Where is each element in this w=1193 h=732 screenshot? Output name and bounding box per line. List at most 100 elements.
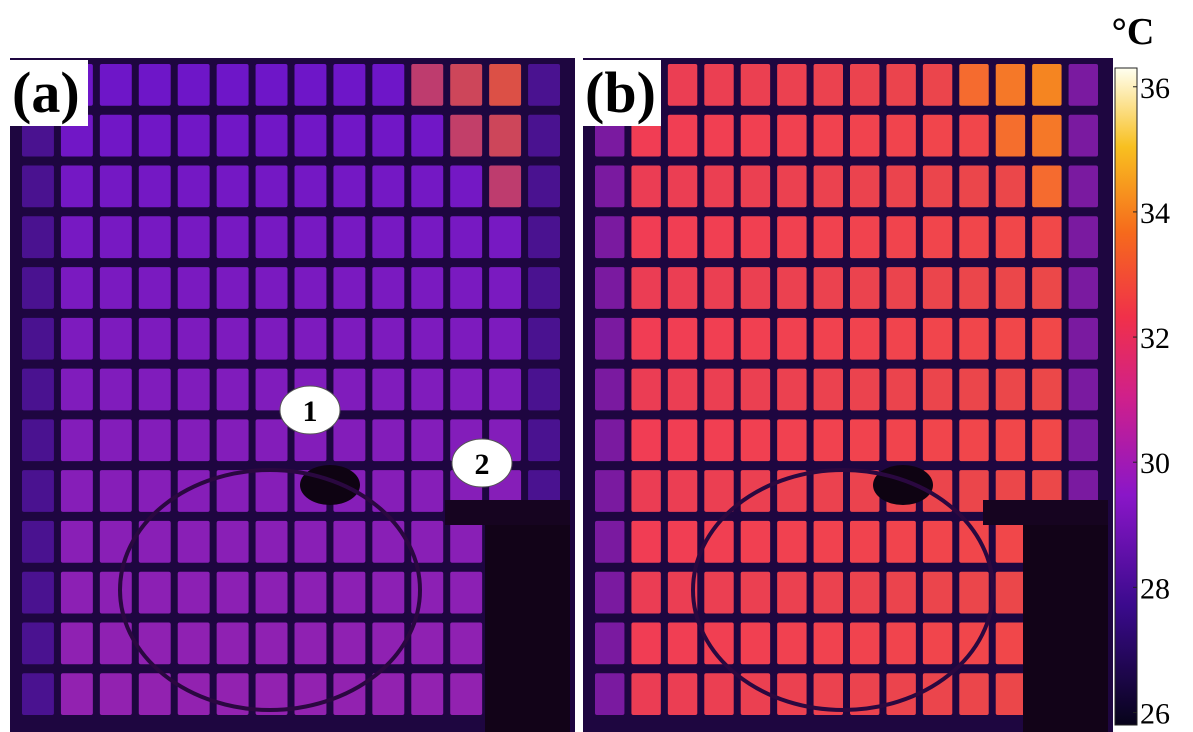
grid-cell xyxy=(450,622,482,664)
grid-cell xyxy=(61,166,93,208)
grid-cell xyxy=(1032,64,1061,106)
grid-cell xyxy=(959,216,988,258)
grid-cell xyxy=(450,318,482,360)
grid-cell xyxy=(1069,267,1098,309)
grid-cell xyxy=(923,166,952,208)
grid-cell xyxy=(741,622,770,664)
grid-cell xyxy=(295,622,327,664)
grid-cell xyxy=(959,115,988,157)
grid-cell xyxy=(178,267,210,309)
grid-cell xyxy=(256,267,288,309)
grid-cell xyxy=(333,267,365,309)
grid-cell xyxy=(178,622,210,664)
grid-cell xyxy=(411,419,443,461)
grid-cell xyxy=(886,572,915,614)
grid-cell xyxy=(178,64,210,106)
grid-cell xyxy=(256,521,288,563)
grid-cell xyxy=(959,572,988,614)
panel-label: (a) xyxy=(12,60,80,125)
grid-cell xyxy=(256,166,288,208)
grid-cell xyxy=(1069,115,1098,157)
grid-cell xyxy=(295,572,327,614)
grid-cell xyxy=(61,622,93,664)
grid-cell xyxy=(333,572,365,614)
grid-cell xyxy=(1069,166,1098,208)
grid-cell xyxy=(996,166,1025,208)
grid-cell xyxy=(631,419,660,461)
grid-cell xyxy=(923,216,952,258)
grid-cell xyxy=(741,572,770,614)
grid-cell xyxy=(996,267,1025,309)
grid-cell xyxy=(411,267,443,309)
colorbar xyxy=(1115,68,1137,725)
grid-cell xyxy=(668,419,697,461)
grid-cell xyxy=(777,318,806,360)
grid-cell xyxy=(372,572,404,614)
grid-cell xyxy=(178,318,210,360)
thermal-image: (b) xyxy=(581,58,1113,732)
grid-cell xyxy=(850,216,879,258)
grid-cell xyxy=(61,216,93,258)
grid-cell xyxy=(631,572,660,614)
grid-cell xyxy=(139,166,171,208)
grid-cell xyxy=(850,166,879,208)
grid-cell xyxy=(923,419,952,461)
grid-cell xyxy=(1032,369,1061,411)
grid-cell xyxy=(139,318,171,360)
grid-cell xyxy=(959,166,988,208)
grid-cell xyxy=(22,267,54,309)
grid-cell xyxy=(741,419,770,461)
grid-cell xyxy=(450,166,482,208)
grid-cell xyxy=(959,521,988,563)
grid-cell xyxy=(923,369,952,411)
grid-cell xyxy=(741,166,770,208)
grid-cell xyxy=(886,166,915,208)
grid-cell xyxy=(923,267,952,309)
grid-cell xyxy=(411,64,443,106)
grid-cell xyxy=(741,369,770,411)
grid-cell xyxy=(668,673,697,715)
grid-cell xyxy=(886,419,915,461)
grid-cell xyxy=(333,622,365,664)
grid-cell xyxy=(631,216,660,258)
grid-cell xyxy=(777,267,806,309)
grid-cell xyxy=(100,267,132,309)
grid-cell xyxy=(528,369,560,411)
sensor-blob xyxy=(873,465,933,505)
grid-cell xyxy=(595,166,624,208)
grid-cell xyxy=(923,115,952,157)
grid-cell xyxy=(595,419,624,461)
grid-cell xyxy=(668,115,697,157)
grid-cell xyxy=(595,369,624,411)
grid-cell xyxy=(923,572,952,614)
grid-cell xyxy=(217,318,249,360)
grid-cell xyxy=(668,267,697,309)
grid-cell xyxy=(814,64,843,106)
grid-cell xyxy=(777,622,806,664)
grid-cell xyxy=(996,318,1025,360)
grid-cell xyxy=(996,622,1025,664)
grid-cell xyxy=(595,673,624,715)
grid-cell xyxy=(741,64,770,106)
grid-cell xyxy=(704,64,733,106)
grid-cell xyxy=(217,521,249,563)
grid-cell xyxy=(777,166,806,208)
grid-cell xyxy=(1032,267,1061,309)
grid-cell xyxy=(814,216,843,258)
grid-cell xyxy=(217,622,249,664)
grid-cell xyxy=(61,369,93,411)
grid-cell xyxy=(996,419,1025,461)
grid-cell xyxy=(333,419,365,461)
grid-cell xyxy=(959,419,988,461)
grid-cell xyxy=(959,318,988,360)
grid-cell xyxy=(217,419,249,461)
grid-cell xyxy=(668,64,697,106)
grid-cell xyxy=(61,318,93,360)
grid-cell xyxy=(704,216,733,258)
grid-cell xyxy=(850,267,879,309)
dark-object xyxy=(445,500,570,525)
grid-cell xyxy=(1032,419,1061,461)
grid-cell xyxy=(256,622,288,664)
grid-cell xyxy=(528,216,560,258)
grid-cell xyxy=(959,673,988,715)
